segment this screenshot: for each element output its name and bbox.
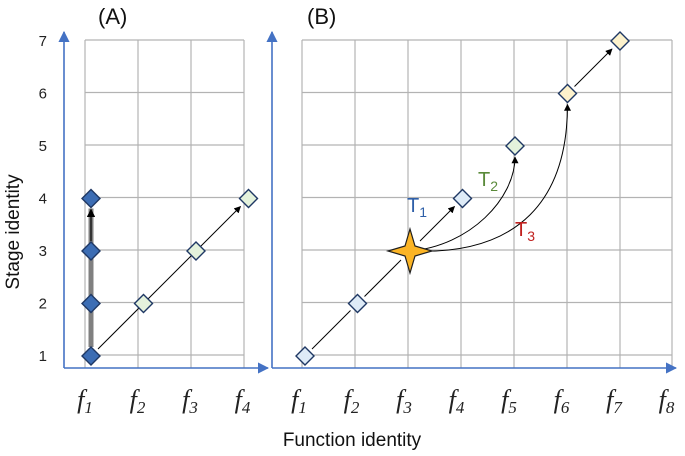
- y-tick-label: 4: [39, 191, 47, 208]
- panel-b-trajectory-labels: T1 T2 T3: [407, 169, 535, 244]
- x-tick-label: f5: [501, 385, 517, 417]
- x-tick-label: f3: [396, 385, 412, 417]
- panel-b-connectors: [311, 48, 613, 350]
- y-tick-label: 2: [39, 296, 47, 313]
- stage-marker: [505, 136, 525, 156]
- x-tick-label: f4: [449, 385, 465, 417]
- trajectory-arrow: [409, 156, 519, 252]
- x-tick-label: f1: [77, 385, 93, 417]
- x-tick-label: f7: [606, 385, 623, 417]
- x-axis-title: Function identity: [283, 430, 422, 451]
- stage-marker: [81, 241, 101, 261]
- trajectory-label: T2: [478, 169, 498, 194]
- panel-b-x-ticks: f1 f2 f3 f4 f5 f6 f7 f8: [291, 385, 675, 417]
- stage-marker: [238, 188, 259, 209]
- segment: [364, 259, 402, 297]
- panel-a-connectors: [86, 206, 241, 350]
- y-tick-label: 6: [39, 86, 47, 103]
- stage-marker: [81, 188, 101, 209]
- x-tick-label: f1: [291, 385, 307, 417]
- segment: [311, 310, 351, 350]
- x-tick-label: f4: [235, 385, 251, 417]
- stage-marker: [557, 83, 578, 104]
- stage-marker: [81, 346, 101, 366]
- trajectory-arrow: [409, 103, 571, 252]
- panel-a-grid: [84, 39, 245, 368]
- y-axis-title: Stage identity: [3, 174, 24, 290]
- trajectory-label: T1: [407, 195, 427, 220]
- stage-marker: [295, 346, 315, 366]
- panel-b: f1 f2 f3 f4 f5 f6 f7 f8 T1 T2 T3: [266, 30, 678, 417]
- y-tick-label: 3: [39, 243, 47, 260]
- panel-a: 1 2 3 4 5 6 7 f1 f2 f3 f4: [39, 30, 270, 417]
- x-tick-label: f6: [554, 385, 570, 417]
- stage-marker: [81, 293, 101, 314]
- panel-b-label: (B): [307, 4, 336, 29]
- trajectory-arrow: [419, 206, 455, 242]
- panel-a-label: (A): [98, 4, 127, 29]
- x-tick-label: f2: [344, 385, 360, 417]
- stage-marker: [133, 293, 154, 314]
- stage-marker: [347, 293, 368, 314]
- segment: [574, 48, 613, 87]
- panel-a-x-ticks: f1 f2 f3 f4: [77, 385, 251, 417]
- panel-a-points: [81, 188, 259, 366]
- diagonal-arrow: [97, 206, 241, 350]
- x-tick-label: f3: [182, 385, 198, 417]
- x-tick-label: f8: [659, 385, 675, 417]
- stage-marker: [610, 31, 630, 51]
- x-tick-label: f2: [130, 385, 146, 417]
- stage-marker: [452, 188, 473, 209]
- y-tick-label: 7: [39, 33, 47, 50]
- star-marker: [385, 226, 435, 276]
- panel-b-grid: [301, 39, 673, 368]
- panel-b-points: [295, 31, 630, 366]
- stage-marker: [186, 241, 206, 261]
- trajectory-label: T3: [515, 219, 535, 244]
- y-tick-label: 5: [39, 138, 47, 155]
- panel-a-y-ticks: 1 2 3 4 5 6 7: [39, 33, 47, 365]
- y-tick-label: 1: [39, 348, 47, 365]
